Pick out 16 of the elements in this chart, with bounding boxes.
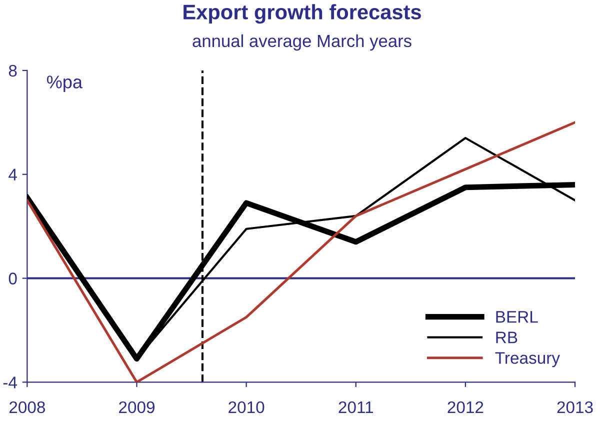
- x-tick-label: 2009: [119, 401, 154, 414]
- y-tick-label: -4: [3, 376, 17, 388]
- x-tick-label: 2011: [338, 401, 373, 414]
- y-tick-label: 0: [8, 272, 17, 284]
- legend-label: BERL: [496, 311, 538, 323]
- legend-label: Treasury: [495, 352, 560, 368]
- y-tick-label: 8: [8, 64, 17, 77]
- legend-label: RB: [496, 332, 518, 344]
- x-tick-label: 2013: [557, 401, 593, 414]
- chart-subtitle: annual average March years: [192, 34, 412, 51]
- x-tick-label: 2012: [448, 401, 484, 414]
- chart-title: Export growth forecasts: [184, 4, 421, 24]
- y-axis-title: %pa: [46, 76, 82, 92]
- x-tick-label: 2010: [228, 401, 264, 414]
- x-tick-label: 2008: [9, 401, 45, 414]
- y-tick-label: 4: [8, 168, 17, 180]
